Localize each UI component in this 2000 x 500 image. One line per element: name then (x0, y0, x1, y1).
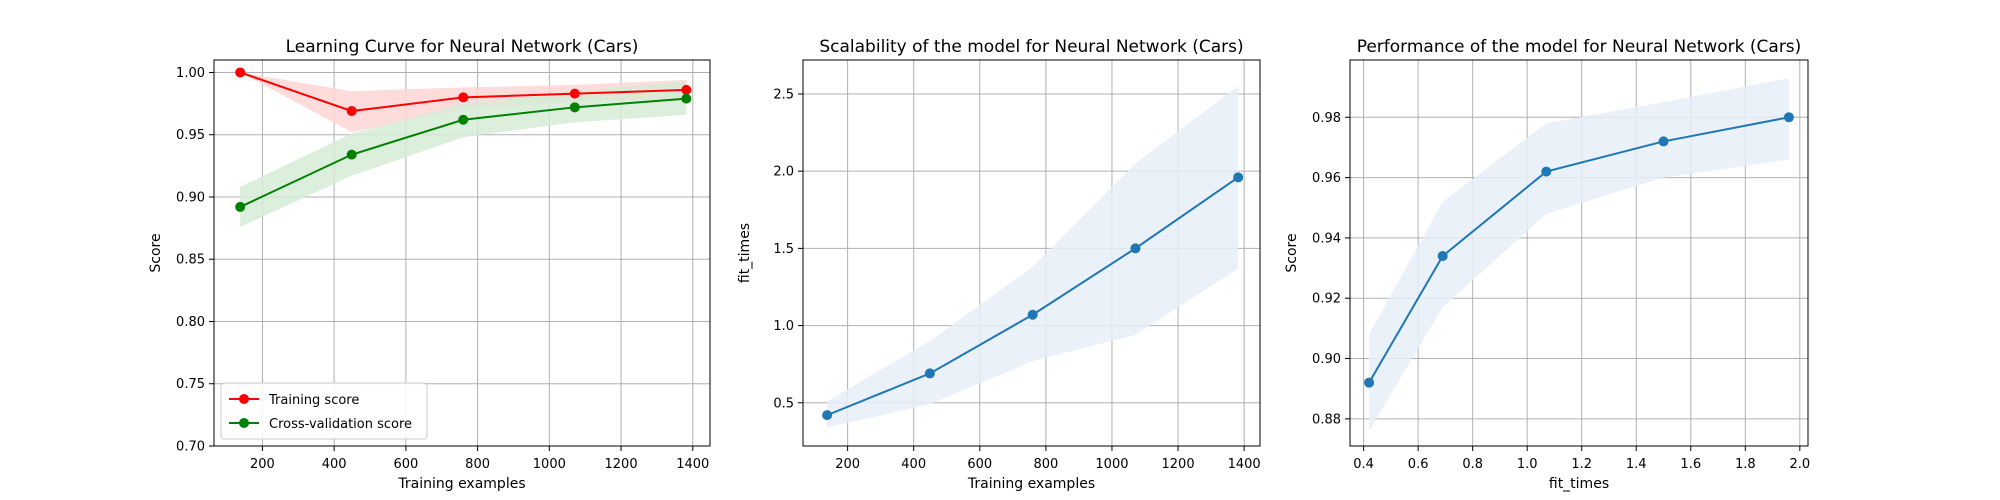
legend: Training score Cross-validation score (220, 382, 428, 440)
x-axis-label: Training examples (397, 476, 525, 492)
x-tick-label: 1400 (676, 457, 709, 472)
data-point (346, 106, 357, 117)
legend-label: Cross-validation score (269, 417, 412, 432)
y-tick-label: 0.98 (1312, 111, 1341, 126)
x-tick-label: 1200 (605, 457, 638, 472)
x-tick-label: 1000 (533, 457, 566, 472)
chart-panel-3: 0.4 0.6 0.8 1.0 1.2 1.4 1.6 1.8 2.0 0.88 0.90 0.92 0… (1284, 37, 1810, 492)
data-point (1437, 251, 1448, 262)
data-point (822, 410, 833, 421)
y-tick-label: 1.5 (773, 242, 794, 257)
legend-box (220, 382, 428, 440)
x-tick-label: 800 (465, 457, 490, 472)
data-point (1783, 112, 1794, 123)
data-point (1233, 172, 1244, 183)
data-point (1364, 377, 1375, 388)
x-tick-label: 600 (393, 457, 418, 472)
data-point (1541, 166, 1552, 177)
y-tick-label: 0.70 (176, 440, 205, 455)
x-tick-label: 200 (250, 457, 275, 472)
y-tick-label: 0.75 (176, 377, 205, 392)
y-tick-label: 2.0 (773, 165, 794, 180)
y-axis-label: Score (1284, 233, 1300, 272)
x-tick-label: 1000 (1095, 457, 1128, 472)
chart-panel-1: 200 400 600 800 1000 1200 1400 0.70 0.75 0.80 0.85… (148, 37, 711, 492)
y-tick-label: 0.96 (1312, 171, 1341, 186)
x-tick-label: 1.6 (1680, 457, 1701, 472)
legend-swatch-marker (239, 418, 249, 428)
y-tick-label: 0.85 (176, 253, 205, 268)
y-tick-label: 0.95 (176, 128, 205, 143)
x-tick-label: 200 (835, 457, 860, 472)
data-point (1027, 309, 1038, 320)
y-tick-label: 0.90 (176, 190, 205, 205)
x-tick-label: 0.6 (1408, 457, 1429, 472)
y-tick-label: 2.5 (773, 87, 794, 102)
y-axis-label: Score (148, 233, 164, 272)
x-tick-label: 1.0 (1517, 457, 1538, 472)
y-tick-label: 0.5 (773, 396, 794, 411)
data-point (1658, 136, 1669, 147)
x-tick-label: 1.8 (1735, 457, 1756, 472)
x-tick-label: 1.2 (1571, 457, 1592, 472)
axes-frame (213, 59, 711, 447)
x-axis-label: Training examples (967, 476, 1095, 492)
x-tick-label: 0.8 (1462, 457, 1483, 472)
data-point (346, 149, 357, 160)
data-point (235, 67, 246, 78)
data-point (458, 92, 469, 103)
x-tick-label: 0.4 (1353, 457, 1374, 472)
data-point (681, 93, 692, 104)
y-tick-label: 0.80 (176, 315, 205, 330)
legend-swatch-marker (239, 394, 249, 404)
axes-frame (1349, 59, 1809, 447)
x-tick-label: 1400 (1228, 457, 1261, 472)
data-point (569, 102, 580, 113)
confidence-band (240, 81, 687, 227)
y-tick-label: 0.92 (1312, 292, 1341, 307)
x-tick-label: 400 (901, 457, 926, 472)
y-tick-label: 0.94 (1312, 231, 1341, 246)
y-tick-label: 0.90 (1312, 352, 1341, 367)
x-tick-label: 600 (967, 457, 992, 472)
data-point (924, 368, 935, 379)
data-point (458, 114, 469, 125)
y-tick-label: 0.88 (1312, 412, 1341, 427)
chart-title: Learning Curve for Neural Network (Cars) (286, 37, 639, 57)
confidence-band (1369, 78, 1789, 431)
x-tick-label: 400 (322, 457, 347, 472)
x-tick-label: 800 (1033, 457, 1058, 472)
data-point (569, 88, 580, 99)
chart-panel-2: 200 400 600 800 1000 1200 1400 0.5 1.0 1.5 2.0 2.5 S… (737, 37, 1261, 492)
x-tick-label: 2.0 (1789, 457, 1810, 472)
y-tick-label: 1.00 (176, 66, 205, 81)
axes-frame (802, 59, 1261, 447)
data-point (681, 84, 692, 95)
data-point (235, 201, 246, 212)
y-tick-label: 1.0 (773, 319, 794, 334)
legend-label: Training score (268, 393, 359, 408)
chart-title: Performance of the model for Neural Netw… (1357, 37, 1802, 57)
y-axis-label: fit_times (737, 223, 753, 283)
data-point (1130, 243, 1141, 254)
x-axis-label: fit_times (1549, 476, 1609, 492)
chart-title: Scalability of the model for Neural Netw… (819, 37, 1243, 57)
x-tick-label: 1200 (1162, 457, 1195, 472)
confidence-band (827, 86, 1239, 428)
x-tick-label: 1.4 (1626, 457, 1647, 472)
